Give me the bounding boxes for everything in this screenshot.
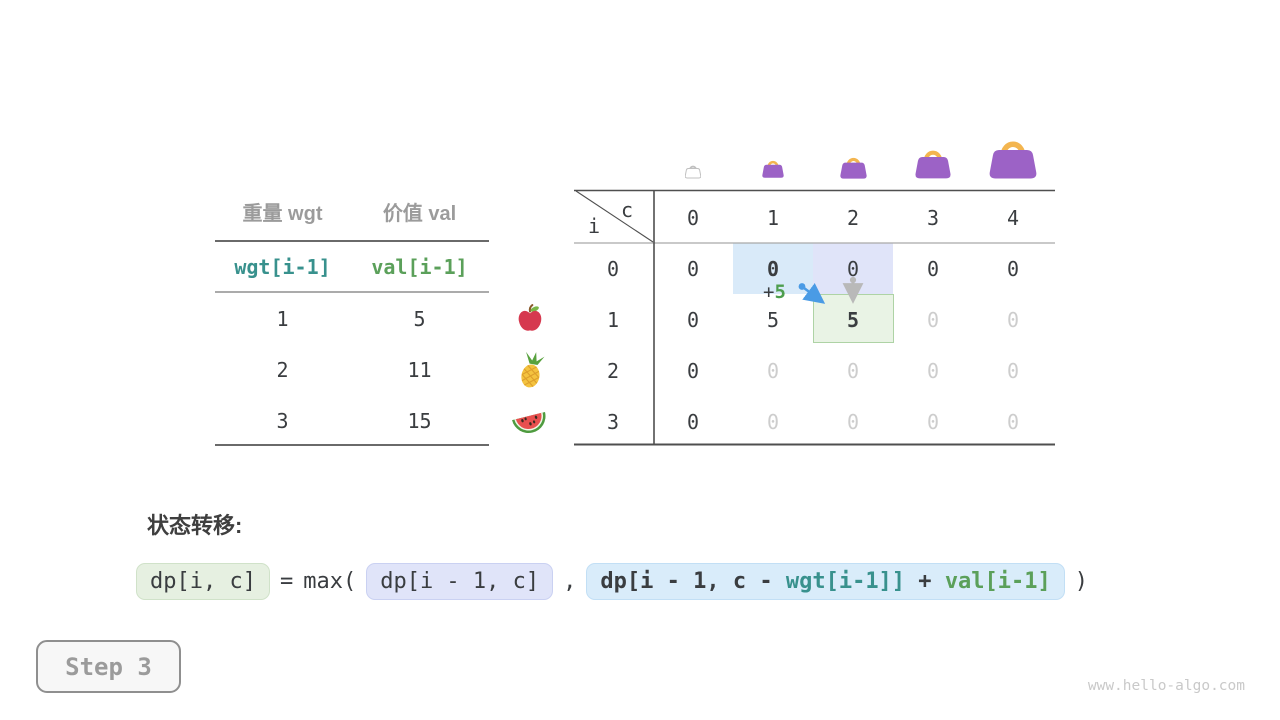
added-value: 5 <box>774 281 786 303</box>
dp-cell-1-3: 0 <box>926 308 940 332</box>
formula-lhs-box: dp[i, c] <box>136 562 270 600</box>
dp-col-header-4: 4 <box>1006 206 1020 230</box>
formula-max-open: max( <box>303 568 357 594</box>
bag-icon-capacity-3 <box>915 150 951 179</box>
dp-cell-3-1: 0 <box>766 410 780 434</box>
pineapple-icon <box>521 351 545 388</box>
dp-corner-row-var: i <box>588 214 601 238</box>
dp-cell-1-0: 0 <box>686 308 700 332</box>
formula-arg1-box: dp[i - 1, c] <box>366 562 554 600</box>
dp-cell-3-3: 0 <box>926 410 940 434</box>
dp-cell-3-4: 0 <box>1006 410 1020 434</box>
dp-cell-0-4: 0 <box>1006 257 1020 281</box>
apple-icon <box>518 304 542 331</box>
formula-arg2-wgt-part: wgt[i-1]] <box>785 568 906 594</box>
dp-col-header-3: 3 <box>926 206 940 230</box>
formula-close-paren: ) <box>1074 568 1089 594</box>
items-row-2-value: 11 <box>407 358 432 382</box>
dp-row-header-0: 0 <box>606 257 620 281</box>
dp-cell-0-1: 0 <box>766 257 780 281</box>
items-row-3-weight: 3 <box>276 409 289 433</box>
formula-arg2-box: dp[i - 1, c - wgt[i-1]] + val[i-1] <box>586 562 1065 600</box>
items-row-3-value: 15 <box>407 409 432 433</box>
dp-cell-3-0: 0 <box>686 410 700 434</box>
dp-col-header-2: 2 <box>846 206 860 230</box>
highlight-cell-target-green <box>813 294 894 343</box>
formula-arg2-plus: + <box>905 568 945 594</box>
step-indicator-button[interactable]: Step 3 <box>36 640 181 693</box>
state-transition-formula: dp[i, c] = max( dp[i - 1, c] , dp[i - 1,… <box>136 560 1088 602</box>
dp-cell-0-2: 0 <box>846 257 860 281</box>
formula-arg2-dp-part: dp[i - 1, c - <box>600 568 786 594</box>
dp-row-header-1: 1 <box>606 308 620 332</box>
bag-icon-capacity-4 <box>989 141 1037 179</box>
dp-cell-1-4: 0 <box>1006 308 1020 332</box>
items-row-1-value: 5 <box>413 307 426 331</box>
dp-cell-3-2: 0 <box>846 410 860 434</box>
dp-row-header-3: 3 <box>606 410 620 434</box>
dp-cell-2-4: 0 <box>1006 359 1020 383</box>
items-table-value-header: 价值 val <box>382 203 457 225</box>
watermelon-icon <box>512 411 546 434</box>
bag-icon-capacity-1 <box>762 160 784 178</box>
dp-col-header-0: 0 <box>686 206 700 230</box>
dp-cell-1-1: 5 <box>766 308 780 332</box>
formula-equals: = <box>279 568 294 594</box>
bag-icon-capacity-0 <box>685 165 701 179</box>
items-table-wgt-var: wgt[i-1] <box>234 255 331 279</box>
state-transition-heading: 状态转移: <box>147 513 243 538</box>
formula-arg2-val-part: val[i-1] <box>944 568 1051 594</box>
items-row-1-weight: 1 <box>276 307 289 331</box>
dp-corner-col-var: c <box>621 198 634 222</box>
items-table-val-var: val[i-1] <box>371 255 468 279</box>
dp-cell-2-1: 0 <box>766 359 780 383</box>
dp-cell-1-2: 5 <box>846 308 860 332</box>
watermark-url: www.hello-algo.com <box>1087 678 1245 694</box>
transition-add-value-annotation: +5 <box>763 281 786 303</box>
formula-comma: , <box>563 568 577 594</box>
dp-cell-2-0: 0 <box>686 359 700 383</box>
dp-col-header-1: 1 <box>766 206 780 230</box>
bag-icon-capacity-2 <box>840 157 867 179</box>
dp-cell-2-2: 0 <box>846 359 860 383</box>
dp-cell-0-3: 0 <box>926 257 940 281</box>
dp-cell-2-3: 0 <box>926 359 940 383</box>
items-row-2-weight: 2 <box>276 358 289 382</box>
dp-row-header-2: 2 <box>606 359 620 383</box>
dp-cell-0-0: 0 <box>686 257 700 281</box>
plus-sign: + <box>763 281 775 303</box>
items-table-weight-header: 重量 wgt <box>242 203 323 225</box>
